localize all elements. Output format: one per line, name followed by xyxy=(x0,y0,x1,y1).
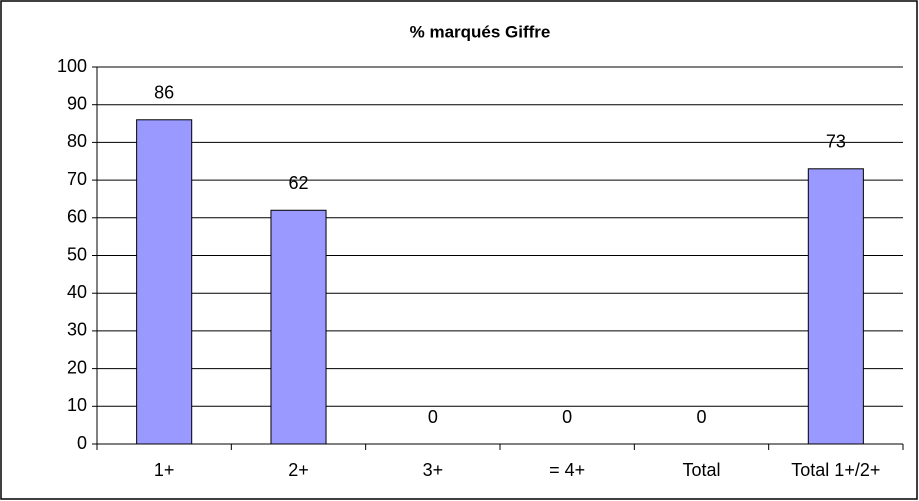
x-tick-label: 3+ xyxy=(423,460,444,480)
x-tick-label: = 4+ xyxy=(549,460,585,480)
data-label: 0 xyxy=(696,407,706,427)
y-tick-label: 60 xyxy=(67,207,87,227)
y-tick-label: 0 xyxy=(77,433,87,453)
bar xyxy=(807,168,864,445)
y-tick-label: 20 xyxy=(67,357,87,377)
y-tick-label: 90 xyxy=(67,93,87,113)
y-tick-label: 50 xyxy=(67,244,87,264)
x-tick-label: 1+ xyxy=(154,460,175,480)
data-label: 0 xyxy=(562,407,572,427)
x-tick-label: 2+ xyxy=(288,460,309,480)
y-tick-label: 10 xyxy=(67,395,87,415)
y-tick-label: 80 xyxy=(67,131,87,151)
y-tick-label: 70 xyxy=(67,169,87,189)
data-label: 62 xyxy=(288,173,308,193)
y-tick-label: 30 xyxy=(67,320,87,340)
y-tick-label: 100 xyxy=(57,56,87,76)
data-label: 86 xyxy=(154,83,174,103)
data-label: 0 xyxy=(428,407,438,427)
x-tick-label: Total 1+/2+ xyxy=(791,460,880,480)
data-label: 73 xyxy=(826,132,846,152)
bar xyxy=(270,209,327,445)
chart-title: % marqués Giffre xyxy=(410,22,551,41)
bar xyxy=(136,119,193,445)
x-tick-label: Total xyxy=(682,460,720,480)
y-tick-label: 40 xyxy=(67,282,87,302)
